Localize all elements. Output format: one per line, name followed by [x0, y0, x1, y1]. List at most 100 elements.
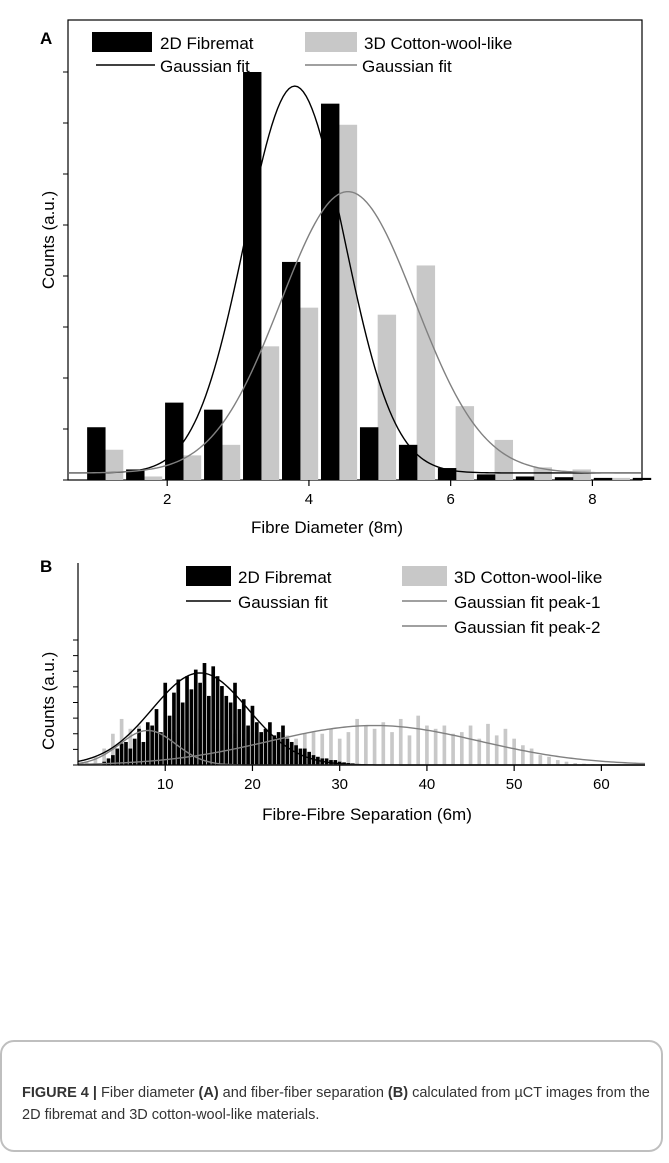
panel-a-gaussian-fit-0: [68, 85, 642, 474]
panel-b-bar-3d-54: [555, 760, 560, 765]
panel-b-bar-2d-9: [141, 741, 146, 765]
panel-a-axes: 2 4 6 8: [63, 71, 597, 508]
panel-b-bar-3d-35: [390, 732, 394, 765]
panel-b-bar-2d-4: [119, 743, 124, 765]
panel-a-bar-3d-1: [143, 476, 163, 480]
panel-a-bar-2d-1: [126, 469, 145, 480]
panel-b-x-tick-label-30: 30: [331, 776, 348, 793]
panel-b-bar-3d-45: [477, 738, 482, 765]
panel-b-bar-3d-49: [512, 738, 516, 765]
panel-b-bar-2d-8: [137, 728, 141, 765]
panel-b-bar-3d-38: [416, 715, 421, 765]
panel-a-bar-2d-9: [437, 468, 457, 480]
panel-b-bar-2d-29: [228, 702, 233, 765]
legend-label-gaussian-b: Gaussian fit: [238, 593, 328, 612]
panel-b-bar-3d-26: [311, 732, 316, 765]
panel-a-plot-area: [67, 72, 652, 480]
panel-b-bar-3d-52: [538, 755, 543, 765]
legend-label-peak-1: Gaussian fit peak-1: [454, 593, 600, 612]
panel-b-bar-2d-27: [220, 686, 224, 765]
panel-a-bar-3d-10: [494, 439, 514, 480]
panel-b-bar-2d-40: [276, 732, 281, 765]
panel-b-bar-2d-1: [106, 758, 111, 765]
panel-b-bar-3d-42: [451, 733, 455, 765]
panel-b-axes: 10 20 30 40 50 60: [73, 639, 610, 793]
legend-swatch-2d-fibremat: [92, 32, 152, 52]
panel-b-bar-3d-56: [573, 763, 578, 765]
panel-a-legend: 2D Fibremat 3D Cotton-wool-like Gaussian…: [92, 32, 512, 76]
panel-b-x-tick-label-20: 20: [244, 776, 261, 793]
panel-a-bar-3d-5: [299, 307, 319, 480]
panel-b-bar-3d-51: [529, 748, 534, 765]
panel-b-bar-2d-19: [185, 676, 189, 765]
panel-b-bar-3d-34: [381, 722, 386, 765]
panel-b-bar-2d-22: [198, 682, 202, 765]
panel-a-x-tick-label-8: 8: [588, 491, 596, 508]
panel-a-bar-2d-4: [243, 72, 262, 480]
panel-b-bar-2d-7: [132, 738, 137, 765]
caption-box: [0, 1040, 663, 1152]
panel-b-bar-2d-12: [154, 709, 159, 765]
legend-label-gaussian-2d: Gaussian fit: [160, 57, 250, 76]
panel-b-bar-2d-44: [294, 745, 298, 765]
panel-b-bar-3d-40: [433, 728, 438, 765]
caption-text-1: Fiber diameter: [96, 1085, 199, 1101]
panel-a-bar-2d-14: [632, 477, 652, 480]
caption-text-2: and fiber-fiber separation: [218, 1085, 388, 1101]
panel-b-bar-3d-41: [442, 725, 447, 765]
panel-a-x-axis-label: Fibre Diameter (8m): [251, 518, 403, 537]
panel-b-bar-2d-5: [124, 741, 128, 765]
panel-b-bar-2d-14: [163, 682, 168, 765]
panel-a-bar-2d-0: [87, 427, 106, 480]
panel-a-bar-2d-12: [554, 477, 574, 480]
panel-b-plot-area: [77, 663, 646, 766]
panel-a-bar-3d-12: [572, 469, 591, 480]
panel-b-x-tick-label-50: 50: [506, 776, 523, 793]
panel-a-letter: A: [40, 29, 52, 48]
panel-b-bar-2d-34: [250, 705, 255, 765]
panel-b-x-tick-label-10: 10: [157, 776, 174, 793]
panel-b-bar-3d-29: [337, 738, 342, 765]
panel-b-bar-2d-20: [189, 689, 194, 765]
panel-b-bar-2d-36: [259, 732, 264, 765]
panel-b-bar-3d-0: [84, 761, 89, 765]
caption-text-3: calculated from µCT images from the 2D f…: [22, 1085, 650, 1123]
caption-ref-a: (A): [198, 1085, 219, 1101]
caption-label: FIGURE 4 |: [22, 1085, 97, 1101]
panel-b-bar-3d-37: [407, 735, 412, 765]
legend-label-peak-2: Gaussian fit peak-2: [454, 618, 600, 637]
panel-b-bar-3d-43: [459, 732, 464, 765]
legend-label-3d-cotton-b: 3D Cotton-wool-like: [454, 568, 602, 587]
panel-a: A 2 4 6 8 2D Fibremat 3D Cotton-wool-like G…: [39, 19, 652, 537]
panel-b-bar-2d-32: [241, 699, 246, 765]
panel-b-bar-2d-42: [285, 738, 290, 765]
panel-b-bar-2d-30: [233, 682, 237, 765]
panel-b-y-axis-label: Counts (a.u.): [39, 652, 58, 750]
panel-a-bar-3d-0: [104, 449, 124, 480]
panel-b-bar-3d-27: [320, 733, 325, 765]
panel-a-bar-2d-3: [204, 409, 223, 480]
panel-b-letter: B: [40, 557, 52, 576]
panel-a-bar-2d-7: [359, 427, 379, 480]
panel-a-bar-2d-6: [320, 103, 340, 480]
legend-label-2d-fibremat-b: 2D Fibremat: [238, 568, 332, 587]
panel-a-gaussian-fit-1: [67, 190, 643, 474]
panel-b-bar-2d-26: [215, 676, 220, 765]
panel-a-bar-2d-10: [476, 474, 496, 480]
panel-b-bar-3d-32: [364, 725, 368, 765]
panel-a-bar-3d-6: [338, 124, 358, 480]
panel-b-bar-2d-13: [159, 732, 163, 765]
panel-b-bar-2d-11: [150, 725, 154, 765]
panel-b-gaussian-fit-2: [77, 724, 646, 765]
panel-a-bar-3d-7: [377, 314, 397, 480]
panel-b-bar-2d-6: [128, 748, 133, 765]
legend-label-gaussian-3d: Gaussian fit: [362, 57, 452, 76]
panel-a-bar-3d-4: [260, 346, 280, 480]
panel-b-legend: 2D Fibremat 3D Cotton-wool-like Gaussian…: [186, 566, 602, 637]
panel-a-x-tick-label-2: 2: [163, 491, 171, 508]
panel-b-bar-2d-39: [272, 735, 277, 765]
panel-b-bar-3d-1: [93, 756, 98, 765]
panel-a-bar-2d-2: [165, 402, 184, 480]
figure-caption: FIGURE 4 | Fiber diameter (A) and fiber-…: [22, 1082, 652, 1126]
panel-a-bar-3d-9: [455, 406, 475, 480]
